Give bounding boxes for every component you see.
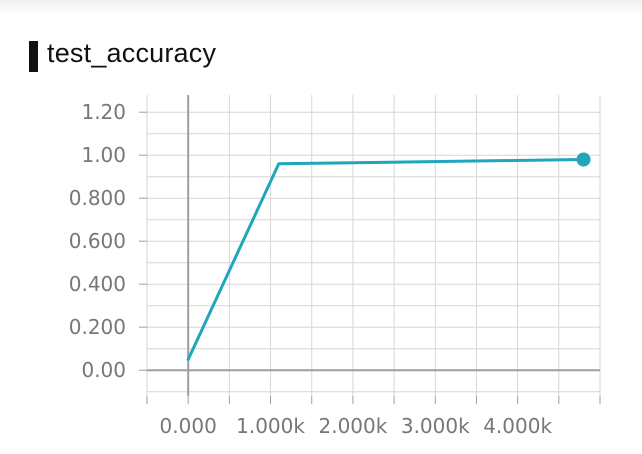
series-line[interactable] [186,158,586,361]
y-tick-label: 0.800 [69,186,126,210]
y-tick-label: 1.00 [81,143,126,167]
y-tick-label: 1.20 [81,100,126,124]
x-tick-label: 4.000k [483,414,552,438]
x-tick-label: 3.000k [401,414,470,438]
y-tick-label: 0.00 [81,358,126,382]
series-layer[interactable] [186,152,591,361]
x-tick-label: 2.000k [318,414,387,438]
title-accent-bar [29,41,38,72]
top-divider [0,0,642,14]
y-tick-label: 0.400 [69,272,126,296]
y-tick-label: 0.600 [69,229,126,253]
y-tick-label: 0.200 [69,315,126,339]
last-point-marker[interactable] [576,152,591,167]
grid-lines [146,95,601,396]
x-tick-label: 0.000 [160,414,217,438]
x-tick-label: 1.000k [236,414,305,438]
tick-labels: 0.00 0.200 0.400 0.600 0.800 1.00 1.20 0.000 1.0… [69,100,601,438]
axes [147,95,600,396]
chart-title: test_accuracy [47,38,217,68]
